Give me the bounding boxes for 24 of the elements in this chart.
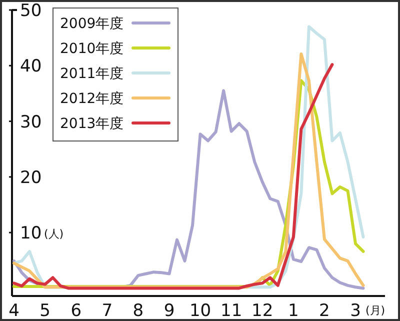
legend-label: 2009年度: [60, 16, 124, 32]
x-tick-label: 9: [164, 301, 175, 321]
legend-label: 2013年度: [60, 116, 124, 132]
legend-label: 2010年度: [60, 41, 124, 57]
x-tick-label: 1: [288, 301, 299, 321]
x-tick-label: 11: [220, 301, 242, 321]
x-tick-label: 6: [70, 301, 82, 321]
y-tick-label: 50: [20, 1, 42, 21]
legend-label: 2012年度: [60, 91, 124, 107]
x-tick-label: 7: [102, 301, 113, 321]
y-tick-label: 20: [20, 168, 42, 188]
y-axis-title: (人): [44, 228, 64, 241]
x-tick-label: 4: [8, 301, 20, 321]
x-tick-label: 10: [189, 301, 212, 321]
x-tick-label: 8: [132, 301, 144, 321]
x-tick-label: 12: [252, 301, 274, 321]
y-tick-label: 10: [20, 224, 42, 244]
x-tick-label: 3: [350, 301, 361, 321]
y-tick-label: 40: [20, 56, 42, 77]
y-tick-label: 30: [20, 112, 42, 132]
legend-label: 2011年度: [60, 66, 124, 82]
x-tick-label: 5: [40, 301, 50, 321]
x-axis-title: (月): [366, 304, 386, 317]
x-tick-label: 2: [319, 301, 330, 321]
